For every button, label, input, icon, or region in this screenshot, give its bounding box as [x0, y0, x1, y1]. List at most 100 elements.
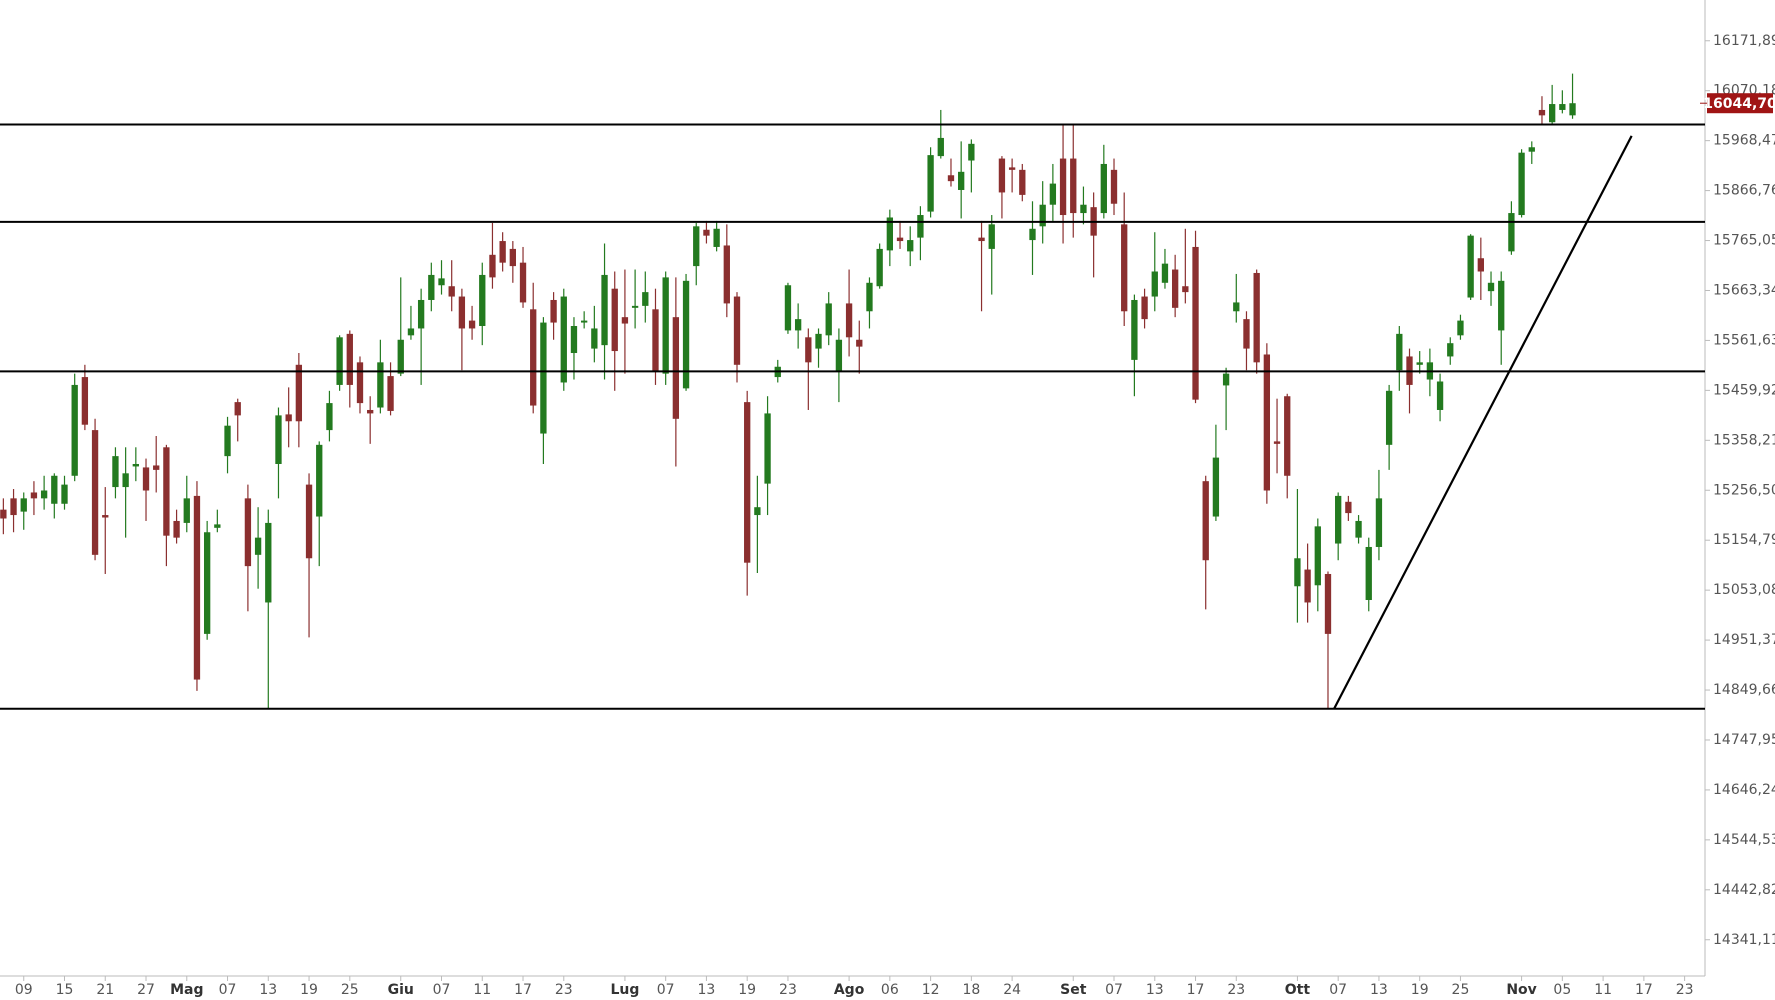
- y-tick-label: 15663,34: [1713, 282, 1775, 298]
- x-tick-label: Ago: [834, 982, 865, 998]
- candle-body: [1467, 235, 1474, 298]
- candle-body: [672, 317, 680, 419]
- candle-body: [1039, 204, 1046, 227]
- axes: [0, 0, 1710, 981]
- candle-body: [112, 456, 119, 488]
- candle-body: [1569, 103, 1576, 116]
- x-tick-label: 18: [962, 982, 980, 998]
- x-tick-label: 25: [1452, 982, 1470, 998]
- candle-body: [958, 171, 965, 190]
- candle-body: [570, 326, 578, 354]
- candle-body: [1498, 280, 1505, 331]
- candle-body: [1008, 167, 1016, 170]
- annotation-lines: [0, 123, 1705, 710]
- x-tick-label: 27: [137, 982, 155, 998]
- candle-body: [1518, 152, 1525, 216]
- candle-body: [1253, 272, 1260, 363]
- candle-body: [998, 158, 1006, 193]
- candle-body: [764, 413, 771, 484]
- x-tick-label: 15: [56, 982, 74, 998]
- x-tick-label: 07: [433, 982, 451, 998]
- candle-body: [866, 282, 873, 312]
- candle-body: [754, 507, 761, 516]
- candle-body: [1396, 333, 1403, 371]
- x-tick-label: 09: [15, 982, 33, 998]
- candle-body: [295, 364, 303, 422]
- candle-body: [1100, 163, 1107, 214]
- candle-body: [499, 241, 506, 263]
- candle-body: [417, 299, 425, 329]
- y-tick-label: 15256,50: [1713, 482, 1775, 498]
- candle-body: [1121, 224, 1128, 312]
- x-tick-label: 13: [1146, 982, 1164, 998]
- candle-body: [132, 463, 139, 467]
- candle-body: [336, 337, 343, 385]
- candle-body: [733, 296, 741, 365]
- candle-body: [519, 262, 527, 303]
- candle-body: [1304, 569, 1311, 603]
- candle-body: [530, 309, 537, 406]
- candle-body: [316, 444, 323, 517]
- candle-body: [621, 317, 629, 324]
- candle-body: [560, 296, 567, 383]
- x-tick-label: 19: [300, 982, 318, 998]
- candle-body: [744, 402, 751, 563]
- x-tick-label: 24: [1003, 982, 1021, 998]
- candle-body: [907, 240, 914, 252]
- candle-body: [682, 280, 690, 389]
- candle-body: [1365, 546, 1372, 601]
- candle-body: [122, 473, 129, 488]
- x-tick-label: 07: [1329, 982, 1347, 998]
- candle-body: [203, 532, 211, 634]
- candle-body: [1294, 558, 1301, 587]
- candle-body: [346, 333, 353, 385]
- candle-body: [723, 245, 730, 304]
- candle-body: [438, 278, 445, 286]
- candle-body: [1345, 501, 1352, 514]
- candle-body: [1110, 169, 1118, 204]
- candle-body: [937, 137, 944, 157]
- x-tick-label: Nov: [1506, 982, 1536, 998]
- candle-body: [0, 509, 7, 519]
- candles: [0, 73, 1576, 710]
- x-tick-label: 17: [1187, 982, 1205, 998]
- candle-body: [244, 498, 252, 567]
- y-tick-label: 14747,95: [1713, 732, 1775, 748]
- candle-body: [153, 465, 160, 470]
- candle-body: [642, 292, 649, 306]
- y-tick-label: 15459,92: [1713, 382, 1775, 398]
- candle-body: [1080, 204, 1087, 214]
- x-tick-label: 11: [473, 982, 491, 998]
- y-tick-label: 14442,82: [1713, 882, 1775, 898]
- y-tick-label: 14951,37: [1713, 632, 1775, 648]
- candle-body: [1151, 271, 1158, 297]
- x-tick-label: 11: [1594, 982, 1612, 998]
- x-tick-label: 23: [1227, 982, 1245, 998]
- x-tick-label: 19: [1411, 982, 1429, 998]
- y-tick-label: 14849,66: [1713, 682, 1775, 698]
- candle-body: [305, 484, 313, 559]
- x-tick-label: 06: [881, 982, 899, 998]
- candle-body: [265, 522, 272, 603]
- candle-body: [1508, 213, 1515, 252]
- trend-line: [1333, 135, 1633, 710]
- x-tick-label: Set: [1060, 982, 1087, 998]
- y-tick-label: 16171,89: [1713, 33, 1775, 49]
- candle-body: [61, 484, 68, 504]
- candle-body: [631, 305, 639, 308]
- candle-body: [20, 498, 27, 512]
- candle-body: [479, 274, 486, 327]
- candle-body: [1171, 269, 1179, 308]
- candle-body: [1233, 302, 1240, 312]
- candle-body: [856, 339, 863, 347]
- candle-body: [805, 337, 812, 363]
- candle-body: [1141, 296, 1148, 320]
- candle-body: [193, 495, 201, 680]
- candle-body: [183, 498, 190, 523]
- candle-body: [784, 285, 792, 331]
- candle-body: [1447, 343, 1454, 357]
- candle-body: [387, 376, 394, 411]
- y-tick-label: 15053,08: [1713, 582, 1775, 598]
- candle-body: [51, 475, 58, 504]
- x-tick-label: 25: [341, 982, 359, 998]
